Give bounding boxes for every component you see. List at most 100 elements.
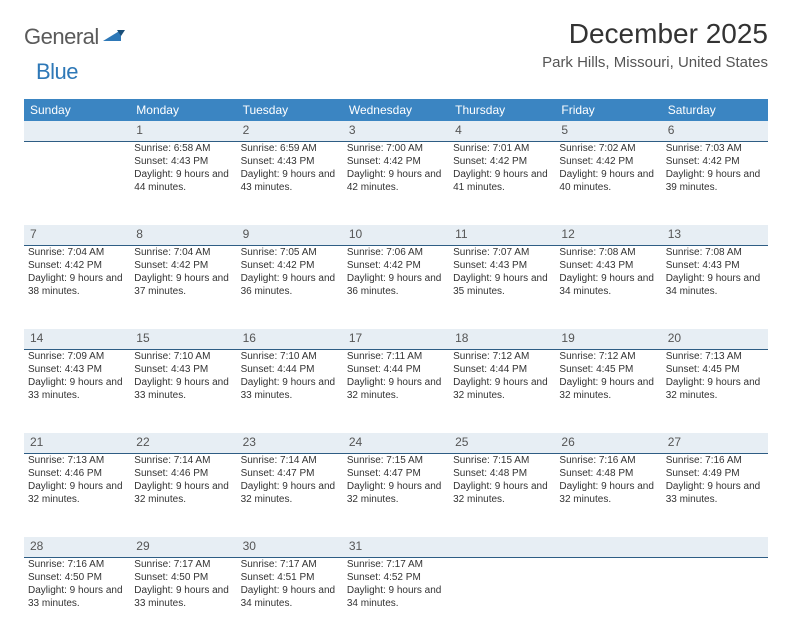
day-number bbox=[449, 537, 555, 557]
day-cell: Sunrise: 7:00 AMSunset: 4:42 PMDaylight:… bbox=[343, 141, 449, 225]
day-number: 28 bbox=[24, 537, 130, 557]
sunset-text: Sunset: 4:47 PM bbox=[347, 467, 445, 480]
sunrise-text: Sunrise: 7:13 AM bbox=[666, 350, 764, 363]
title-block: December 2025 Park Hills, Missouri, Unit… bbox=[542, 18, 768, 71]
sunrise-text: Sunrise: 7:14 AM bbox=[241, 454, 339, 467]
daylight-text: Daylight: 9 hours and 32 minutes. bbox=[559, 480, 657, 506]
day-cell: Sunrise: 7:11 AMSunset: 4:44 PMDaylight:… bbox=[343, 349, 449, 433]
daylight-text: Daylight: 9 hours and 38 minutes. bbox=[28, 272, 126, 298]
day-number: 23 bbox=[237, 433, 343, 453]
sunset-text: Sunset: 4:46 PM bbox=[28, 467, 126, 480]
day-number bbox=[555, 537, 661, 557]
day-cell: Sunrise: 7:02 AMSunset: 4:42 PMDaylight:… bbox=[555, 141, 661, 225]
sunset-text: Sunset: 4:44 PM bbox=[347, 363, 445, 376]
sunrise-text: Sunrise: 7:08 AM bbox=[666, 246, 764, 259]
location-text: Park Hills, Missouri, United States bbox=[542, 54, 768, 71]
sunset-text: Sunset: 4:43 PM bbox=[241, 155, 339, 168]
daylight-text: Daylight: 9 hours and 33 minutes. bbox=[241, 376, 339, 402]
sunset-text: Sunset: 4:43 PM bbox=[666, 259, 764, 272]
sunrise-text: Sunrise: 7:16 AM bbox=[666, 454, 764, 467]
sunset-text: Sunset: 4:50 PM bbox=[134, 571, 232, 584]
day-header: Thursday bbox=[449, 99, 555, 121]
daylight-text: Daylight: 9 hours and 32 minutes. bbox=[347, 376, 445, 402]
calendar-table: Sunday Monday Tuesday Wednesday Thursday… bbox=[24, 99, 768, 641]
sunrise-text: Sunrise: 7:03 AM bbox=[666, 142, 764, 155]
content-row: Sunrise: 7:09 AMSunset: 4:43 PMDaylight:… bbox=[24, 349, 768, 433]
day-cell: Sunrise: 7:01 AMSunset: 4:42 PMDaylight:… bbox=[449, 141, 555, 225]
sunrise-text: Sunrise: 7:17 AM bbox=[241, 558, 339, 571]
day-cell: Sunrise: 7:04 AMSunset: 4:42 PMDaylight:… bbox=[130, 245, 236, 329]
day-number: 8 bbox=[130, 225, 236, 245]
day-number: 24 bbox=[343, 433, 449, 453]
daylight-text: Daylight: 9 hours and 33 minutes. bbox=[28, 376, 126, 402]
day-number: 27 bbox=[662, 433, 768, 453]
daylight-text: Daylight: 9 hours and 34 minutes. bbox=[666, 272, 764, 298]
day-header: Monday bbox=[130, 99, 236, 121]
day-number: 22 bbox=[130, 433, 236, 453]
sunset-text: Sunset: 4:45 PM bbox=[666, 363, 764, 376]
day-cell: Sunrise: 7:10 AMSunset: 4:44 PMDaylight:… bbox=[237, 349, 343, 433]
sunset-text: Sunset: 4:48 PM bbox=[559, 467, 657, 480]
daylight-text: Daylight: 9 hours and 42 minutes. bbox=[347, 168, 445, 194]
daylight-text: Daylight: 9 hours and 35 minutes. bbox=[453, 272, 551, 298]
daylight-text: Daylight: 9 hours and 32 minutes. bbox=[241, 480, 339, 506]
day-cell: Sunrise: 6:58 AMSunset: 4:43 PMDaylight:… bbox=[130, 141, 236, 225]
day-cell bbox=[662, 557, 768, 641]
sunrise-text: Sunrise: 7:15 AM bbox=[453, 454, 551, 467]
logo: General bbox=[24, 18, 127, 50]
sunset-text: Sunset: 4:42 PM bbox=[28, 259, 126, 272]
day-number bbox=[24, 121, 130, 141]
daylight-text: Daylight: 9 hours and 36 minutes. bbox=[241, 272, 339, 298]
day-number bbox=[662, 537, 768, 557]
day-header: Wednesday bbox=[343, 99, 449, 121]
sunrise-text: Sunrise: 7:11 AM bbox=[347, 350, 445, 363]
logo-text-blue: Blue bbox=[36, 59, 78, 85]
sunset-text: Sunset: 4:43 PM bbox=[28, 363, 126, 376]
daylight-text: Daylight: 9 hours and 34 minutes. bbox=[559, 272, 657, 298]
day-cell: Sunrise: 7:06 AMSunset: 4:42 PMDaylight:… bbox=[343, 245, 449, 329]
day-number: 14 bbox=[24, 329, 130, 349]
day-number: 10 bbox=[343, 225, 449, 245]
sunset-text: Sunset: 4:47 PM bbox=[241, 467, 339, 480]
daylight-text: Daylight: 9 hours and 33 minutes. bbox=[134, 376, 232, 402]
sunrise-text: Sunrise: 7:17 AM bbox=[134, 558, 232, 571]
sunrise-text: Sunrise: 7:15 AM bbox=[347, 454, 445, 467]
sunrise-text: Sunrise: 7:04 AM bbox=[28, 246, 126, 259]
day-number: 25 bbox=[449, 433, 555, 453]
day-cell: Sunrise: 7:14 AMSunset: 4:47 PMDaylight:… bbox=[237, 453, 343, 537]
day-cell: Sunrise: 6:59 AMSunset: 4:43 PMDaylight:… bbox=[237, 141, 343, 225]
daylight-text: Daylight: 9 hours and 43 minutes. bbox=[241, 168, 339, 194]
sunrise-text: Sunrise: 7:14 AM bbox=[134, 454, 232, 467]
daylight-text: Daylight: 9 hours and 37 minutes. bbox=[134, 272, 232, 298]
sunrise-text: Sunrise: 6:58 AM bbox=[134, 142, 232, 155]
sunset-text: Sunset: 4:43 PM bbox=[559, 259, 657, 272]
sunrise-text: Sunrise: 7:16 AM bbox=[28, 558, 126, 571]
day-cell: Sunrise: 7:17 AMSunset: 4:52 PMDaylight:… bbox=[343, 557, 449, 641]
day-number: 5 bbox=[555, 121, 661, 141]
sunset-text: Sunset: 4:43 PM bbox=[134, 155, 232, 168]
daylight-text: Daylight: 9 hours and 33 minutes. bbox=[666, 480, 764, 506]
day-number: 26 bbox=[555, 433, 661, 453]
day-cell: Sunrise: 7:16 AMSunset: 4:49 PMDaylight:… bbox=[662, 453, 768, 537]
sunrise-text: Sunrise: 7:01 AM bbox=[453, 142, 551, 155]
sunset-text: Sunset: 4:49 PM bbox=[666, 467, 764, 480]
day-cell: Sunrise: 7:15 AMSunset: 4:48 PMDaylight:… bbox=[449, 453, 555, 537]
sunrise-text: Sunrise: 7:07 AM bbox=[453, 246, 551, 259]
content-row: Sunrise: 7:16 AM Sunset: 4:50 PM Daylight:… bbox=[24, 557, 768, 641]
day-number: 18 bbox=[449, 329, 555, 349]
daylight-text: Daylight: 9 hours and 34 minutes. bbox=[241, 584, 339, 610]
daylight-text: Daylight: 9 hours and 41 minutes. bbox=[453, 168, 551, 194]
sunset-text: Sunset: 4:52 PM bbox=[347, 571, 445, 584]
day-cell: Sunrise: 7:14 AMSunset: 4:46 PMDaylight:… bbox=[130, 453, 236, 537]
day-number: 9 bbox=[237, 225, 343, 245]
sunset-text: Sunset: 4:42 PM bbox=[453, 155, 551, 168]
day-number: 2 bbox=[237, 121, 343, 141]
sunset-text: Sunset: 4:45 PM bbox=[559, 363, 657, 376]
day-cell: Sunrise: 7:17 AMSunset: 4:51 PMDaylight:… bbox=[237, 557, 343, 641]
day-cell: Sunrise: 7:08 AMSunset: 4:43 PMDaylight:… bbox=[555, 245, 661, 329]
daynum-row: 14151617181920 bbox=[24, 329, 768, 349]
day-number: 15 bbox=[130, 329, 236, 349]
day-header: Friday bbox=[555, 99, 661, 121]
sunrise-text: Sunrise: 7:02 AM bbox=[559, 142, 657, 155]
day-cell: Sunrise: 7:17 AMSunset: 4:50 PMDaylight:… bbox=[130, 557, 236, 641]
